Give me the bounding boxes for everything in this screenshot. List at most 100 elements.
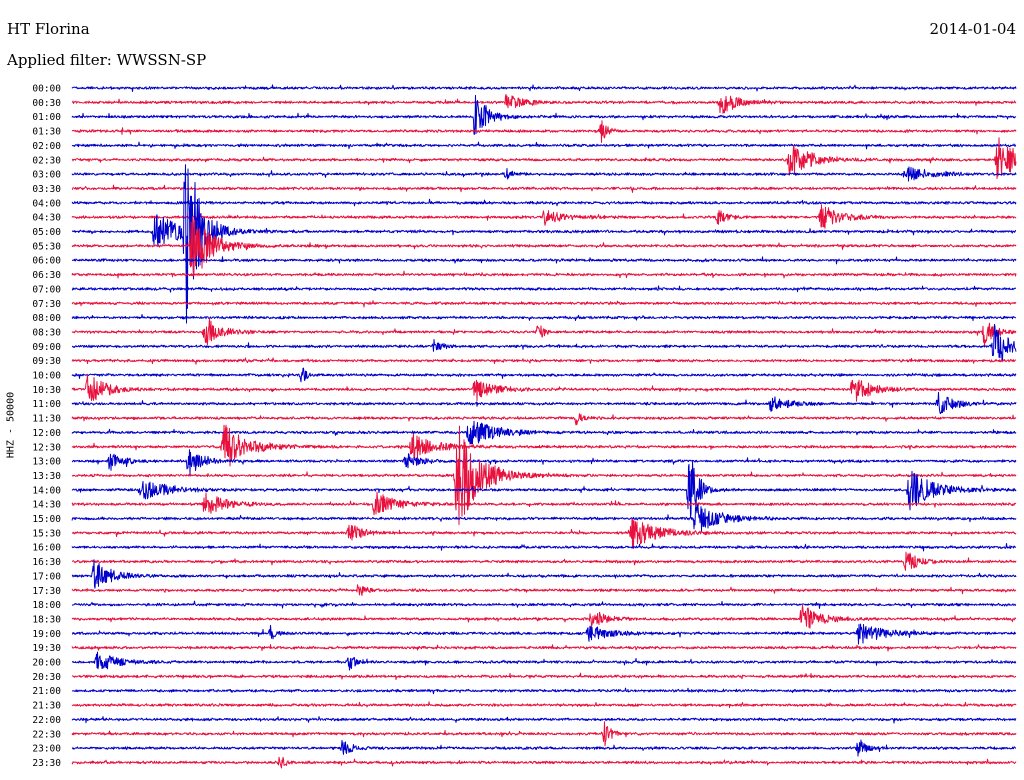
row-label: 18:00 bbox=[32, 600, 61, 611]
trace-line bbox=[71, 543, 1017, 552]
trace-line bbox=[71, 756, 1017, 769]
row-label: 07:30 bbox=[32, 299, 61, 310]
trace-line bbox=[71, 270, 1017, 279]
row-label: 11:00 bbox=[32, 399, 61, 410]
trace-line bbox=[72, 672, 1017, 680]
row-label: 08:30 bbox=[32, 327, 61, 338]
row-label: 11:30 bbox=[32, 414, 61, 425]
row-label: 06:30 bbox=[32, 270, 61, 281]
row-label: 06:00 bbox=[32, 256, 61, 267]
row-label: 10:30 bbox=[32, 385, 61, 396]
trace-line bbox=[71, 216, 1017, 276]
row-label: 20:30 bbox=[32, 672, 61, 683]
trace-line bbox=[71, 518, 1017, 549]
trace-line bbox=[71, 166, 1017, 182]
row-label: 10:00 bbox=[32, 371, 61, 382]
row-label: 01:00 bbox=[32, 112, 61, 123]
trace-line bbox=[71, 604, 1016, 629]
trace-line bbox=[71, 256, 1017, 265]
trace-line bbox=[71, 420, 1017, 445]
row-label: 14:00 bbox=[32, 485, 61, 496]
trace-line bbox=[71, 424, 1017, 467]
trace-line bbox=[71, 367, 1017, 383]
row-label: 04:30 bbox=[32, 213, 61, 224]
trace-line bbox=[71, 285, 1017, 293]
row-label: 16:30 bbox=[32, 557, 61, 568]
row-label: 19:30 bbox=[32, 643, 61, 654]
trace-line bbox=[71, 559, 1017, 589]
date-label: 2014-01-04 bbox=[929, 20, 1016, 38]
trace-line bbox=[71, 314, 1017, 322]
trace-line bbox=[71, 184, 1017, 193]
trace-line bbox=[71, 317, 1017, 346]
trace-line bbox=[71, 449, 1017, 475]
row-label: 22:00 bbox=[32, 715, 61, 726]
trace-line bbox=[71, 373, 1017, 402]
trace-line bbox=[71, 716, 1017, 724]
row-label: 08:00 bbox=[32, 313, 61, 324]
filter-label: Applied filter: WWSSN-SP bbox=[7, 51, 207, 69]
row-label: 20:00 bbox=[32, 658, 61, 669]
trace-line bbox=[71, 739, 1016, 757]
trace-line bbox=[71, 204, 1017, 229]
trace-line bbox=[71, 391, 1017, 415]
trace-line bbox=[71, 623, 1017, 645]
row-label: 13:30 bbox=[32, 471, 61, 482]
row-label: 22:30 bbox=[32, 729, 61, 740]
trace-line bbox=[71, 300, 1017, 308]
trace-line bbox=[71, 644, 1017, 652]
row-label: 04:00 bbox=[32, 198, 61, 209]
trace-line bbox=[71, 94, 1017, 114]
trace-line bbox=[71, 198, 1017, 207]
row-label: 12:30 bbox=[32, 442, 61, 453]
trace-line bbox=[72, 164, 1016, 324]
row-label: 23:30 bbox=[32, 758, 61, 769]
trace-line bbox=[71, 551, 1017, 571]
row-label: 18:30 bbox=[32, 614, 61, 625]
row-label: 14:30 bbox=[32, 500, 61, 511]
row-label: 15:30 bbox=[32, 528, 61, 539]
trace-line bbox=[71, 651, 1017, 671]
trace-line bbox=[71, 721, 1017, 747]
row-label: 00:30 bbox=[32, 98, 61, 109]
row-label: 07:00 bbox=[32, 284, 61, 295]
trace-line bbox=[71, 600, 1017, 609]
row-label: 13:00 bbox=[32, 457, 61, 468]
trace-line bbox=[71, 323, 1017, 362]
trace-line bbox=[71, 413, 1017, 426]
trace-line bbox=[71, 141, 1017, 150]
trace-line bbox=[71, 461, 1017, 518]
row-label: 17:00 bbox=[32, 571, 61, 582]
row-label: 16:00 bbox=[32, 543, 61, 554]
trace-line bbox=[71, 701, 1017, 709]
row-label: 02:00 bbox=[32, 141, 61, 152]
row-label: 17:30 bbox=[32, 586, 61, 597]
row-label: 02:30 bbox=[32, 155, 61, 166]
trace-line bbox=[71, 357, 1017, 365]
row-label: 19:00 bbox=[32, 629, 61, 640]
row-label: 12:00 bbox=[32, 428, 61, 439]
row-label: 00:00 bbox=[32, 84, 61, 95]
trace-line bbox=[71, 584, 1017, 596]
row-label: 09:00 bbox=[32, 342, 61, 353]
trace-line bbox=[71, 687, 1016, 695]
trace-line bbox=[71, 84, 1017, 92]
row-label: 23:00 bbox=[32, 744, 61, 755]
trace-line bbox=[71, 120, 1017, 143]
row-label: 15:00 bbox=[32, 514, 61, 525]
row-label: 05:00 bbox=[32, 227, 61, 238]
row-label: 03:00 bbox=[32, 170, 61, 181]
row-label: 05:30 bbox=[32, 241, 61, 252]
row-label: 01:30 bbox=[32, 127, 61, 138]
row-label: 09:30 bbox=[32, 356, 61, 367]
row-label: 03:30 bbox=[32, 184, 61, 195]
trace-line bbox=[71, 425, 1017, 526]
row-label: 21:30 bbox=[32, 701, 61, 712]
trace-line bbox=[71, 94, 1017, 135]
trace-line bbox=[71, 491, 1017, 516]
station-title: HT Florina bbox=[7, 20, 90, 38]
trace-line bbox=[71, 504, 1017, 532]
trace-line bbox=[71, 137, 1017, 180]
row-label: 21:00 bbox=[32, 686, 61, 697]
